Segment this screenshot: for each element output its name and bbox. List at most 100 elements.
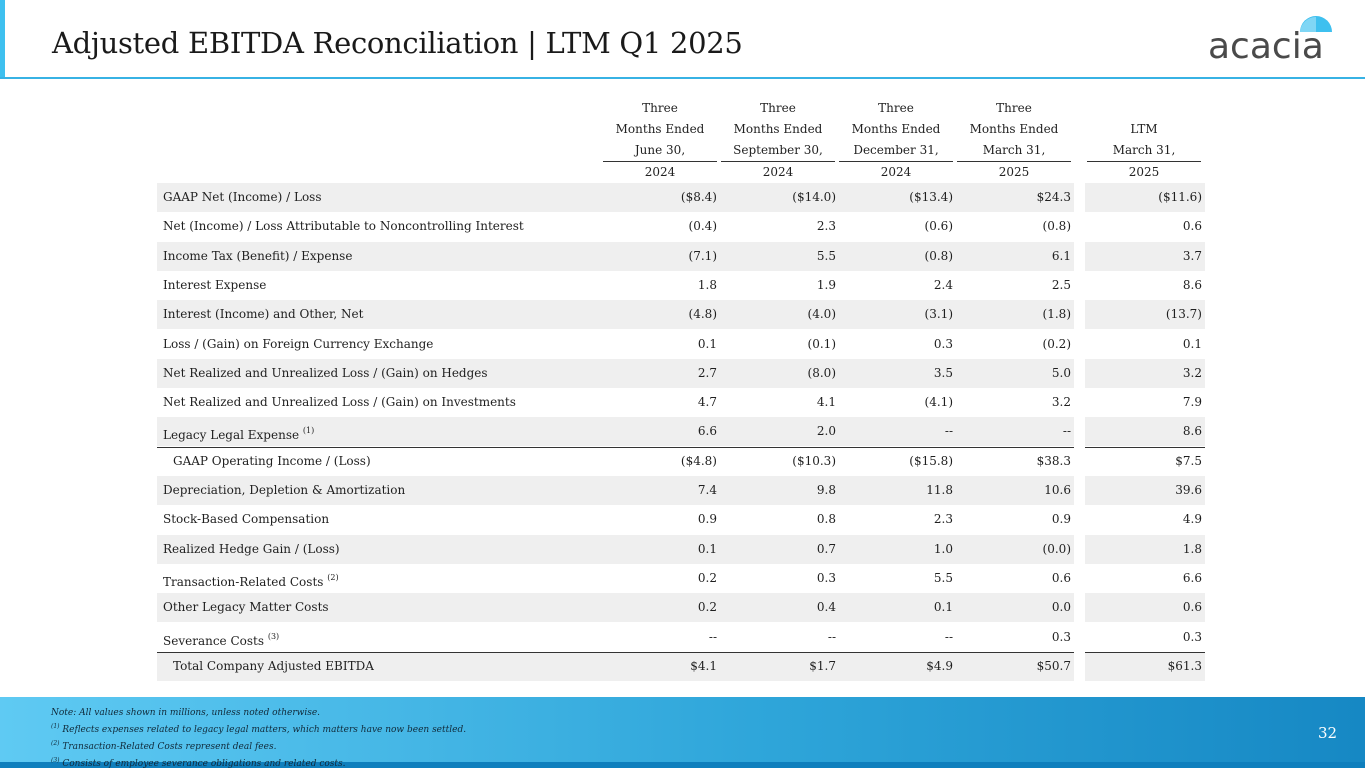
row-value: 0.2 bbox=[697, 600, 717, 615]
row-label: Net Realized and Unrealized Loss / (Gain… bbox=[163, 395, 516, 410]
row-value: 1.8 bbox=[697, 277, 717, 292]
table-row: GAAP Net (Income) / Loss ($8.4) ($14.0) ($1… bbox=[157, 183, 1205, 212]
page-title: Adjusted EBITDA Reconciliation | LTM Q1 … bbox=[52, 26, 743, 60]
row-value: 0.3 bbox=[1182, 629, 1202, 644]
column-header-year: 2024 bbox=[603, 162, 717, 184]
row-band-ltm bbox=[1085, 183, 1205, 212]
column-header-line: December 31, bbox=[839, 140, 953, 162]
row-band-ltm bbox=[1085, 300, 1205, 330]
row-value: 0.3 bbox=[933, 336, 953, 351]
column-header-line: March 31, bbox=[957, 140, 1071, 162]
row-value: (0.6) bbox=[924, 219, 953, 234]
table-row: Net (Income) / Loss Attributable to Nonc… bbox=[157, 212, 1205, 241]
row-value: 0.1 bbox=[697, 336, 717, 351]
column-header-line: September 30, bbox=[721, 140, 835, 162]
row-value: (3.1) bbox=[924, 307, 953, 322]
column-header: Three Months Ended March 31, 2025 bbox=[957, 98, 1071, 184]
row-value: 6.6 bbox=[697, 424, 717, 439]
column-header: Three Months Ended December 31, 2024 bbox=[839, 98, 953, 184]
note-3: (3) Consists of employee severance oblig… bbox=[51, 757, 346, 769]
row-band-ltm bbox=[1085, 417, 1205, 447]
row-value: 1.9 bbox=[816, 277, 836, 292]
row-value: 0.3 bbox=[816, 570, 836, 585]
row-label: Loss / (Gain) on Foreign Currency Exchan… bbox=[163, 336, 434, 351]
row-value: 0.2 bbox=[697, 570, 717, 585]
title-divider bbox=[0, 77, 1365, 79]
column-header-line: LTM bbox=[1130, 122, 1158, 136]
row-value: 0.9 bbox=[697, 512, 717, 527]
row-value: 2.3 bbox=[933, 512, 953, 527]
row-value: 2.4 bbox=[933, 277, 953, 292]
note-2: (2) Transaction-Related Costs represent … bbox=[51, 740, 277, 752]
row-band bbox=[157, 300, 1074, 330]
row-value: 0.8 bbox=[816, 512, 836, 527]
row-value: $4.1 bbox=[690, 658, 717, 673]
table-row: Income Tax (Benefit) / Expense (7.1) 5.5 (0… bbox=[157, 241, 1205, 271]
footnote-marker: (2) bbox=[327, 572, 339, 582]
row-label: Interest (Income) and Other, Net bbox=[163, 307, 364, 322]
table-row: Loss / (Gain) on Foreign Currency Exchan… bbox=[157, 330, 1205, 359]
row-value: 2.3 bbox=[816, 219, 836, 234]
column-header-line: Months Ended bbox=[733, 122, 823, 136]
row-value: 5.0 bbox=[1051, 365, 1071, 380]
company-logo: acacia bbox=[1208, 12, 1348, 67]
table-row: Interest (Income) and Other, Net (4.8) (4.… bbox=[157, 300, 1205, 330]
table-row: Stock-Based Compensation 0.9 0.8 2.3 0.9 4.9 bbox=[157, 505, 1205, 534]
column-header-line: March 31, bbox=[1087, 140, 1201, 162]
note-1: (1) Reflects expenses related to legacy … bbox=[51, 723, 467, 735]
accent-bar bbox=[0, 0, 5, 78]
column-header-line: Months Ended bbox=[851, 122, 941, 136]
row-value: ($10.3) bbox=[792, 453, 836, 468]
column-header-line: Three bbox=[642, 101, 678, 115]
row-label: GAAP Operating Income / (Loss) bbox=[173, 453, 371, 468]
row-value: (7.1) bbox=[688, 248, 717, 263]
row-value: ($15.8) bbox=[909, 453, 953, 468]
row-value: (13.7) bbox=[1165, 307, 1202, 322]
page-number: 32 bbox=[1318, 724, 1338, 742]
column-header-year: 2024 bbox=[839, 162, 953, 184]
row-value: 1.8 bbox=[1182, 541, 1202, 556]
row-value: $61.3 bbox=[1167, 658, 1202, 673]
row-value: 0.9 bbox=[1051, 512, 1071, 527]
footnote-marker: (3) bbox=[267, 631, 280, 641]
row-value: (1.8) bbox=[1042, 307, 1071, 322]
table-row: Net Realized and Unrealized Loss / (Gain… bbox=[157, 388, 1205, 417]
column-header-line: Three bbox=[760, 101, 796, 115]
row-value: -- bbox=[944, 629, 953, 644]
footer-strip bbox=[0, 762, 1365, 768]
row-value: ($13.4) bbox=[909, 190, 953, 204]
row-value: 9.8 bbox=[816, 483, 836, 497]
logo-text: acacia bbox=[1208, 26, 1324, 67]
row-value: 0.0 bbox=[1051, 600, 1071, 615]
row-value: (8.0) bbox=[807, 365, 836, 380]
row-band bbox=[157, 534, 1074, 564]
column-header: Three Months Ended September 30, 2024 bbox=[721, 98, 835, 184]
footnotes: Note: All values shown in millions, unle… bbox=[51, 706, 466, 771]
row-band-ltm bbox=[1085, 446, 1205, 476]
row-band bbox=[157, 593, 1074, 623]
row-label: Depreciation, Depletion & Amortization bbox=[163, 483, 406, 497]
row-label: Net Realized and Unrealized Loss / (Gain… bbox=[163, 365, 488, 380]
column-header-line bbox=[1087, 98, 1201, 119]
row-label: Other Legacy Matter Costs bbox=[163, 600, 329, 615]
row-value: (4.1) bbox=[924, 395, 953, 410]
row-value: 1.0 bbox=[933, 541, 953, 556]
note-main: Note: All values shown in millions, unle… bbox=[51, 708, 321, 718]
table-row: Interest Expense 1.8 1.9 2.4 2.5 8.6 bbox=[157, 271, 1205, 300]
row-band bbox=[157, 623, 1074, 652]
column-header-line: Three bbox=[996, 101, 1032, 115]
row-value: 0.1 bbox=[697, 541, 717, 556]
row-value: $24.3 bbox=[1036, 190, 1071, 204]
row-value: 7.4 bbox=[697, 483, 717, 497]
row-band bbox=[157, 241, 1074, 271]
column-header-line: Three bbox=[878, 101, 914, 115]
row-value: (0.8) bbox=[1042, 219, 1071, 234]
row-value: 4.9 bbox=[1182, 512, 1202, 527]
row-label: GAAP Net (Income) / Loss bbox=[163, 190, 322, 204]
row-value: (0.1) bbox=[807, 336, 836, 351]
row-value: 4.7 bbox=[697, 395, 717, 410]
table-row: Severance Costs (3) -- -- -- 0.3 0.3 bbox=[157, 623, 1205, 652]
row-value: (0.0) bbox=[1042, 541, 1071, 556]
row-value: 3.5 bbox=[933, 365, 953, 380]
row-value: 2.5 bbox=[1051, 277, 1071, 292]
